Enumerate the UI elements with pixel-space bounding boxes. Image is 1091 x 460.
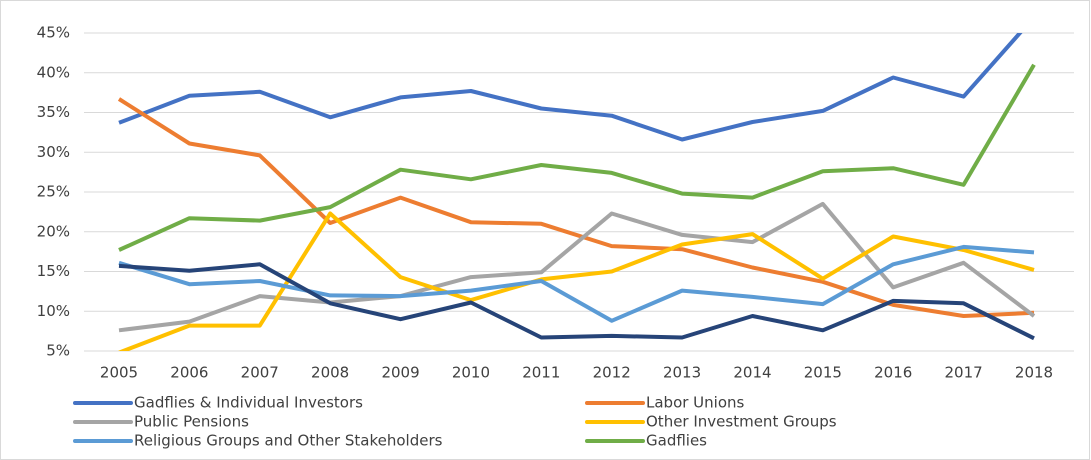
- series-line: [118, 262, 1035, 341]
- series-line: [118, 201, 1036, 333]
- x-tick-label: 2016: [874, 364, 912, 382]
- legend-label: Religious Groups and Other Stakeholders: [134, 432, 443, 450]
- y-tick-label: 35%: [37, 103, 70, 121]
- x-tick-label: 2014: [733, 364, 771, 382]
- x-tick-label: 2015: [804, 364, 842, 382]
- x-tick-label: 2017: [945, 364, 983, 382]
- y-tick-label: 10%: [37, 302, 70, 320]
- series-line: [118, 244, 1035, 323]
- legend-label: Gadflies & Individual Investors: [134, 394, 363, 412]
- series-line: [118, 63, 1036, 252]
- x-tick-label: 2011: [522, 364, 560, 382]
- legend-label: Labor Unions: [646, 394, 745, 412]
- y-tick-label: 40%: [37, 63, 70, 81]
- x-tick-label: 2013: [663, 364, 701, 382]
- x-tick-label: 2008: [311, 364, 349, 382]
- y-tick-label: 25%: [37, 183, 70, 201]
- x-tick-label: 2009: [381, 364, 419, 382]
- x-tick-label: 2010: [452, 364, 490, 382]
- x-tick-label: 2005: [100, 364, 138, 382]
- y-tick-label: 15%: [37, 262, 70, 280]
- y-tick-label: 30%: [37, 143, 70, 161]
- series-line: [118, 33, 1023, 142]
- legend-label: Other Investment Groups: [646, 413, 837, 431]
- x-tick-label: 2007: [241, 364, 279, 382]
- y-tick-label: 45%: [37, 24, 70, 42]
- x-tick-label: 2012: [593, 364, 631, 382]
- series-line: [118, 211, 1035, 351]
- series-line: [117, 97, 1035, 318]
- x-tick-label: 2018: [1015, 364, 1053, 382]
- x-tick-label: 2006: [170, 364, 208, 382]
- legend-label: Gadflies: [646, 432, 707, 450]
- y-tick-label: 5%: [46, 342, 70, 360]
- legend-label: Public Pensions: [134, 413, 249, 431]
- y-tick-label: 20%: [37, 222, 70, 240]
